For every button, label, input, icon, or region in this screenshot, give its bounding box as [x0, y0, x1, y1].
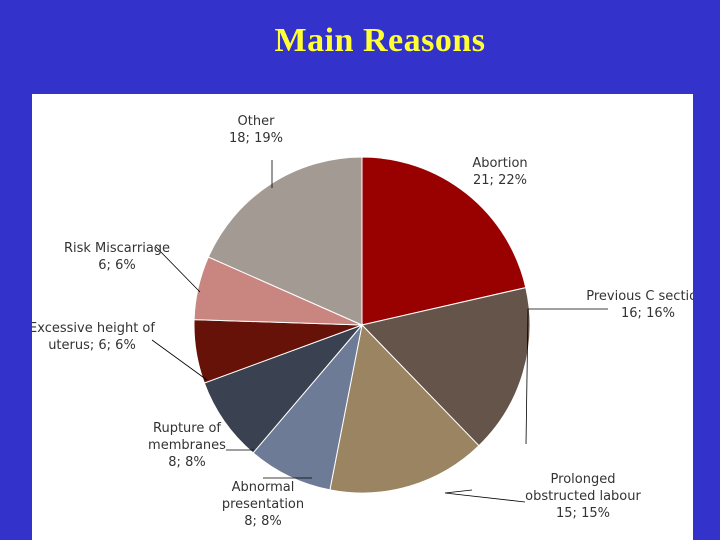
slice-label-risk-miscarriage: Risk Miscarriage 6; 6%	[64, 241, 170, 273]
slice-label-line: obstructed labour	[525, 489, 641, 504]
slice-label-line: 15; 15%	[556, 506, 610, 521]
slice-label-line: Abnormal	[232, 480, 295, 495]
slice-label-line: 8; 8%	[168, 455, 205, 470]
slice-label-rupture-of-membranes: Rupture of membranes 8; 8%	[148, 421, 226, 470]
slice-label-line: Risk Miscarriage	[64, 241, 170, 256]
slice-label-line: uterus; 6; 6%	[48, 338, 136, 353]
pie-slice-abortion	[361, 156, 527, 326]
slice-label-line: 21; 22%	[473, 173, 527, 188]
pie-slice-prolonged-obstructed-labour	[329, 323, 480, 494]
slice-label-line: presentation	[222, 497, 304, 512]
slice-label-line: Previous C section;	[586, 289, 693, 304]
slice-label-line: Excessive height of	[32, 321, 155, 336]
leader-line-risk-miscarriage	[155, 246, 201, 293]
slice-label-line: Other	[238, 114, 276, 129]
slice-label-line: 8; 8%	[244, 514, 281, 529]
slice-label-line: Abortion	[472, 156, 527, 171]
slice-label-line: Rupture of	[153, 421, 221, 436]
chart-title: Main Reasons	[274, 22, 486, 59]
chart-panel: Abortion 21; 22% Previous C section; 16; 16…	[32, 94, 693, 540]
slice-label-excessive-height-of-uterus: Excessive height of uterus; 6; 6%	[32, 321, 155, 353]
slice-label-line: 6; 6%	[98, 258, 135, 273]
slice-label-prolonged-obstructed-labour: Prolonged obstructed labour 15; 15%	[525, 472, 641, 521]
slice-label-previous-c-section: Previous C section; 16; 16%	[586, 289, 693, 321]
leader-line-prolonged-obstructed-labour	[444, 489, 526, 503]
slice-label-line: membranes	[148, 438, 226, 453]
slice-label-abnormal-presentation: Abnormal presentation 8; 8%	[222, 480, 304, 529]
pie-slice-other	[207, 156, 363, 326]
slice-label-line: 16; 16%	[621, 306, 675, 321]
pie-slice-previous-c-section	[361, 287, 531, 447]
slice-label-line: Prolonged	[551, 472, 616, 487]
slice-label-other: Other 18; 19%	[229, 114, 283, 146]
slice-label-abortion: Abortion 21; 22%	[472, 156, 527, 188]
leader-line-excessive-height-of-uterus	[151, 339, 208, 381]
slice-label-line: 18; 19%	[229, 131, 283, 146]
leader-line-previous-c-section	[525, 308, 608, 445]
pie-chart: Abortion 21; 22% Previous C section; 16; 16…	[32, 114, 693, 529]
